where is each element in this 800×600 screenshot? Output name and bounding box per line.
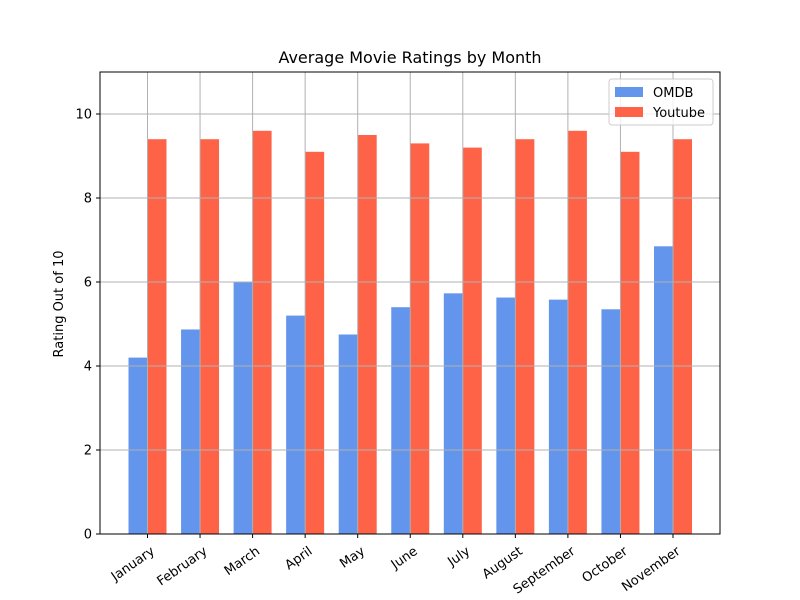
bar-omdb-october xyxy=(601,309,621,534)
bar-omdb-may xyxy=(338,334,358,534)
y-tick-label: 10 xyxy=(75,108,92,123)
bar-youtube-january xyxy=(147,139,167,534)
x-tick-label: March xyxy=(222,544,263,579)
legend-swatch-omdb xyxy=(615,87,643,97)
x-tick-label: July xyxy=(445,544,474,570)
legend-swatch-youtube xyxy=(615,107,643,117)
grid-layer xyxy=(100,72,720,535)
bar-omdb-july xyxy=(443,293,463,534)
bar-youtube-september xyxy=(567,130,587,535)
bar-omdb-february xyxy=(181,329,201,534)
bar-youtube-august xyxy=(515,139,535,534)
bar-youtube-may xyxy=(357,135,377,534)
bar-youtube-june xyxy=(410,143,430,534)
x-tick-label: February xyxy=(155,544,211,590)
y-tick-label: 4 xyxy=(84,360,92,375)
bar-youtube-march xyxy=(252,130,272,535)
legend: OMDB Youtube xyxy=(608,78,714,126)
y-axis-label: Rating Out of 10 xyxy=(52,251,67,358)
bar-youtube-july xyxy=(462,147,482,534)
bar-omdb-june xyxy=(391,307,411,534)
bar-omdb-september xyxy=(548,299,568,534)
bar-omdb-august xyxy=(496,297,516,534)
x-tick-label: April xyxy=(282,544,315,573)
legend-label-omdb: OMDB xyxy=(653,86,693,101)
bar-omdb-april xyxy=(286,315,306,534)
x-tick-label: August xyxy=(480,544,526,582)
y-tick-label: 0 xyxy=(84,528,92,543)
bar-youtube-february xyxy=(200,139,220,534)
bars-layer xyxy=(128,130,692,535)
y-tick-label: 2 xyxy=(84,444,92,459)
y-tick-label: 8 xyxy=(84,192,92,207)
bar-youtube-october xyxy=(620,151,640,535)
y-tick-label: 6 xyxy=(84,276,92,291)
chart-title: Average Movie Ratings by Month xyxy=(278,48,541,67)
legend-label-youtube: Youtube xyxy=(652,106,705,121)
bar-omdb-march xyxy=(233,282,253,534)
x-tick-label: January xyxy=(108,544,158,585)
x-tick-label: May xyxy=(337,544,368,572)
bar-omdb-november xyxy=(654,246,673,535)
x-tick-label: November xyxy=(619,544,684,595)
bar-youtube-april xyxy=(305,151,325,535)
x-tick-label: June xyxy=(388,544,421,573)
bar-youtube-november xyxy=(673,139,692,534)
bar-omdb-january xyxy=(128,357,148,534)
